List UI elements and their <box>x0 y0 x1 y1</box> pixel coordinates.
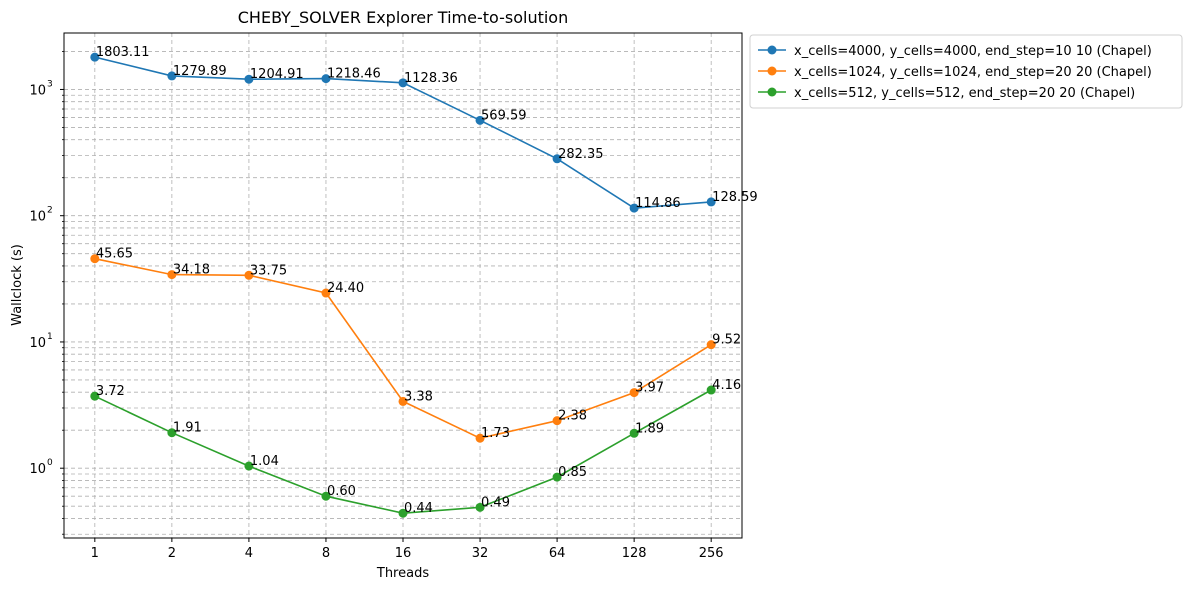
data-point <box>244 74 254 84</box>
y-tick-exponent: 3 <box>47 79 53 89</box>
y-tick-label: 10 <box>29 83 46 98</box>
data-label: 1218.46 <box>327 67 381 82</box>
data-label: 0.49 <box>481 495 510 510</box>
y-axis-label: Wallclock (s) <box>10 244 25 326</box>
plot-frame <box>63 32 743 539</box>
data-point <box>167 71 177 81</box>
data-label: 1128.36 <box>404 71 458 86</box>
data-label: 569.59 <box>481 108 526 123</box>
data-point <box>629 428 639 438</box>
data-label: 128.59 <box>712 190 758 205</box>
data-point <box>552 472 562 482</box>
data-label: 1.73 <box>481 426 510 441</box>
data-label: 45.65 <box>96 247 133 262</box>
data-point <box>398 508 408 518</box>
x-tick-label: 1 <box>91 546 99 561</box>
data-point <box>552 416 562 426</box>
data-label: 1204.91 <box>250 67 304 82</box>
legend-label: x_cells=4000, y_cells=4000, end_step=10 … <box>794 44 1152 59</box>
x-tick-label: 4 <box>245 546 253 561</box>
data-point <box>629 203 639 213</box>
data-point <box>321 74 331 84</box>
data-point <box>629 388 639 398</box>
data-point <box>90 52 100 62</box>
legend-marker <box>767 87 777 97</box>
data-point <box>167 428 177 438</box>
grid-layer <box>64 33 742 538</box>
y-tick-exponent: 2 <box>47 206 53 216</box>
data-label: 34.18 <box>173 263 210 278</box>
x-tick-label: 64 <box>549 546 566 561</box>
data-point <box>167 270 177 280</box>
x-axis-label: Threads <box>376 566 429 581</box>
data-label: 282.35 <box>558 147 604 162</box>
x-tick-label: 16 <box>395 546 412 561</box>
x-tick-label: 128 <box>622 546 647 561</box>
data-label: 24.40 <box>327 281 364 296</box>
data-label: 4.16 <box>712 378 741 393</box>
data-label: 1.91 <box>173 421 202 436</box>
data-point <box>244 461 254 471</box>
data-label: 1.04 <box>250 454 279 469</box>
legend: x_cells=4000, y_cells=4000, end_step=10 … <box>749 34 1183 109</box>
y-tick-label: 10 <box>29 210 46 225</box>
x-tick-label: 2 <box>168 546 176 561</box>
data-point <box>321 491 331 501</box>
legend-marker <box>767 45 777 55</box>
data-point <box>398 78 408 88</box>
y-tick-exponent: 1 <box>47 332 53 342</box>
y-tick-label: 10 <box>29 336 46 351</box>
data-point <box>475 115 485 125</box>
data-label: 3.38 <box>404 389 433 404</box>
data-label: 3.72 <box>96 384 125 399</box>
data-point <box>90 391 100 401</box>
legend-marker <box>767 66 777 76</box>
y-tick-exponent: 0 <box>47 458 53 468</box>
data-label: 1279.89 <box>173 64 227 79</box>
data-label: 0.44 <box>404 501 433 516</box>
chart-title: CHEBY_SOLVER Explorer Time-to-solution <box>238 8 568 28</box>
x-tick-label: 256 <box>699 546 724 561</box>
legend-box <box>749 34 1183 109</box>
data-label: 0.85 <box>558 465 587 480</box>
data-point <box>475 433 485 443</box>
data-labels-layer: 1803.11 1279.89 1204.91 1218.46 1128.36 569.5… <box>96 45 758 516</box>
data-point <box>706 340 716 350</box>
data-label: 1.89 <box>635 421 664 436</box>
data-point <box>321 288 331 298</box>
data-label: 9.52 <box>712 333 741 348</box>
data-label: 33.75 <box>250 263 287 278</box>
data-point <box>244 270 254 280</box>
y-tick-label: 10 <box>29 462 46 477</box>
data-point <box>706 385 716 395</box>
data-label: 2.38 <box>558 409 587 424</box>
data-label: 114.86 <box>635 196 681 211</box>
legend-label: x_cells=512, y_cells=512, end_step=20 20… <box>794 86 1135 101</box>
data-label: 0.60 <box>327 484 356 499</box>
data-point <box>90 254 100 264</box>
x-tick-label: 32 <box>472 546 489 561</box>
data-label: 1803.11 <box>96 45 150 60</box>
data-point <box>475 502 485 512</box>
data-point <box>706 197 716 207</box>
data-point <box>398 396 408 406</box>
data-point <box>552 154 562 164</box>
legend-label: x_cells=1024, y_cells=1024, end_step=20 … <box>794 65 1152 80</box>
x-tick-label: 8 <box>322 546 330 561</box>
series-layer <box>90 52 716 518</box>
series-line-3 <box>94 389 712 515</box>
data-label: 3.97 <box>635 381 664 396</box>
